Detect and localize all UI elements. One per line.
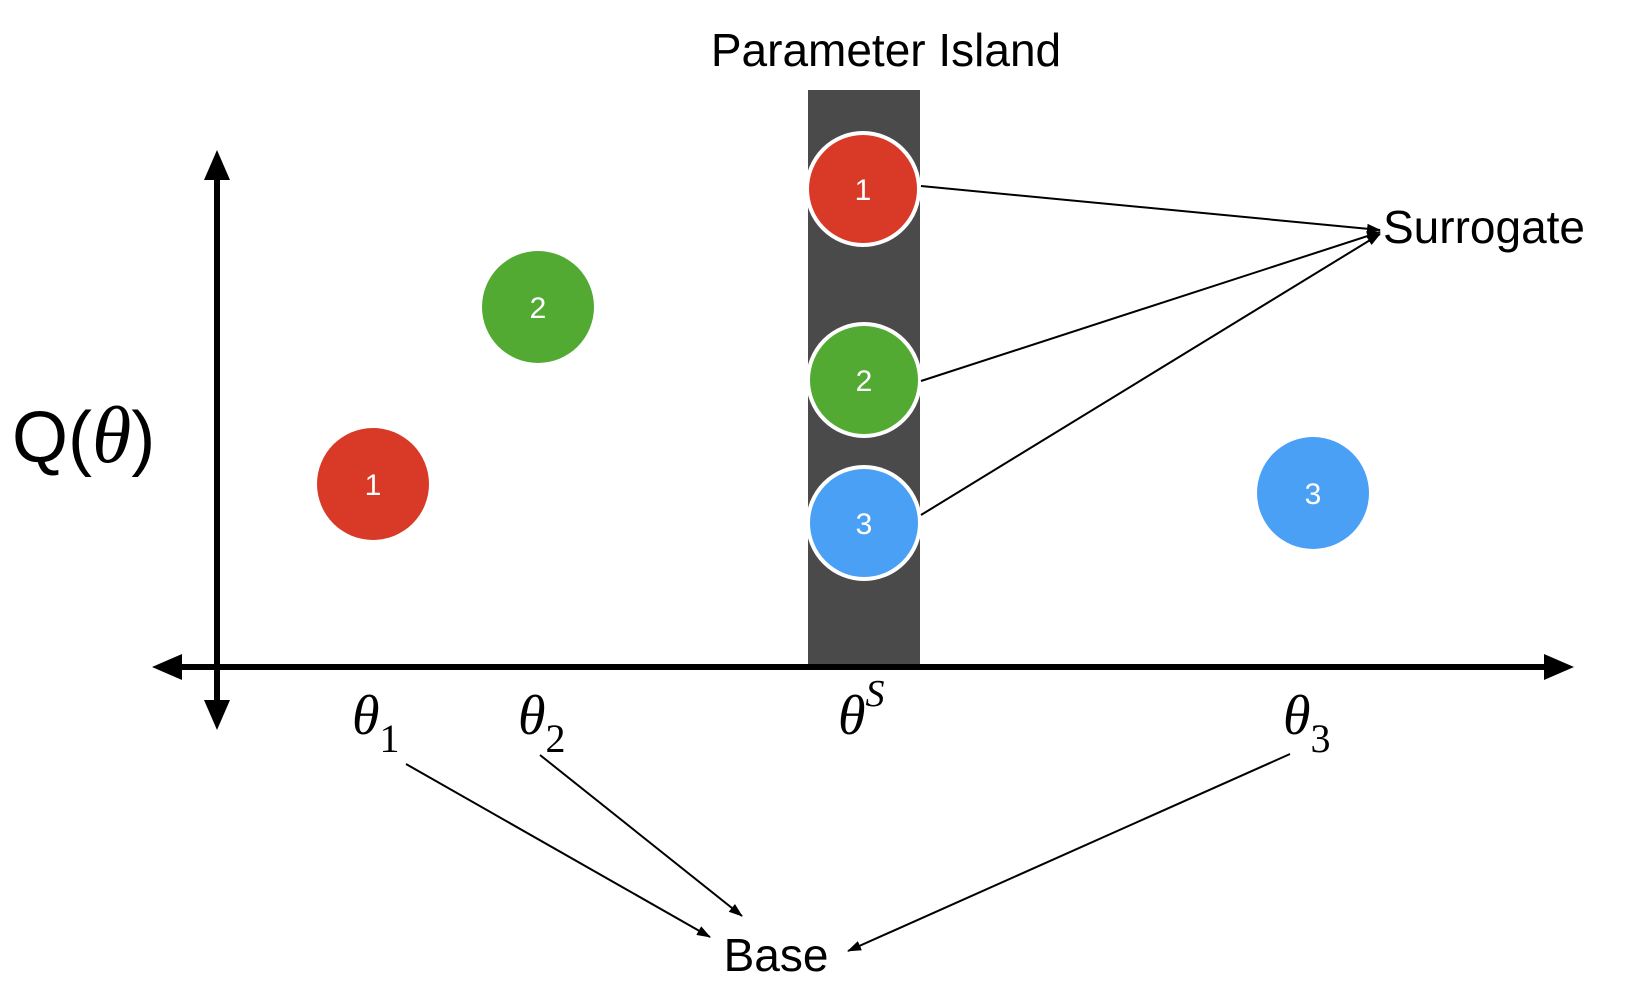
y-axis-label: Q(θ)	[12, 392, 155, 480]
x-tick-theta-1: θ1	[352, 685, 400, 761]
base-point-1-circle	[317, 428, 429, 540]
y-axis-label-symbol: θ	[92, 392, 131, 480]
surrogate-arrow-from-island-1	[920, 185, 1381, 234]
base-arrow-from-theta-2	[539, 754, 743, 917]
diagram-title: Parameter Island	[711, 24, 1061, 76]
base-point-2-label: 2	[530, 292, 547, 325]
x-tick-symbol: θ	[352, 685, 380, 747]
base-point-1: 1	[317, 428, 429, 540]
y-axis-top-arrowhead	[204, 150, 230, 180]
base-arrow-from-theta-1	[405, 763, 711, 938]
x-tick-symbol: θ	[1283, 685, 1311, 747]
x-axis-left-arrowhead	[152, 654, 182, 680]
base-label: Base	[724, 929, 829, 981]
island-point-3-circle	[806, 465, 922, 581]
island-point-2-circle	[806, 322, 922, 438]
x-tick-superscript: S	[866, 673, 885, 715]
island-point-2: 2	[806, 322, 922, 438]
y-axis-label-suffix: )	[131, 398, 155, 478]
x-tick-subscript: 2	[546, 716, 566, 761]
surrogate-arrow-from-island-3	[920, 233, 1381, 516]
base-arrow-from-theta-3	[847, 753, 1291, 952]
x-axis-right-arrowhead	[1544, 654, 1574, 680]
x-tick-theta-3: θ3	[1283, 685, 1331, 761]
base-point-1-label: 1	[365, 469, 382, 502]
island-point-3: 3	[806, 465, 922, 581]
surrogate-arrows	[920, 185, 1381, 516]
x-tick-symbol: θ	[518, 685, 546, 747]
surrogate-arrow-from-island-2	[920, 231, 1381, 382]
base-arrows	[405, 753, 1291, 952]
x-tick-subscript: 3	[1311, 716, 1331, 761]
island-point-1-circle	[805, 131, 921, 247]
x-tick-symbol: θ	[838, 685, 866, 747]
x-tick-theta-2: θ2	[518, 685, 566, 761]
island-point-3-label: 3	[856, 508, 873, 541]
island-point-2-label: 2	[856, 365, 873, 398]
y-axis-bottom-arrowhead	[204, 700, 230, 730]
x-tick-subscript: 1	[380, 716, 400, 761]
base-point-2-circle	[482, 251, 594, 363]
axes	[152, 150, 1574, 730]
x-tick-theta-s: θS	[838, 673, 885, 747]
island-point-1: 1	[805, 131, 921, 247]
base-point-3-label: 3	[1305, 478, 1322, 511]
base-point-2: 2	[482, 251, 594, 363]
base-point-3-circle	[1257, 437, 1369, 549]
surrogate-label: Surrogate	[1383, 201, 1585, 253]
base-point-3: 3	[1257, 437, 1369, 549]
y-axis-label-prefix: Q(	[12, 398, 92, 478]
island-point-1-label: 1	[855, 174, 872, 207]
